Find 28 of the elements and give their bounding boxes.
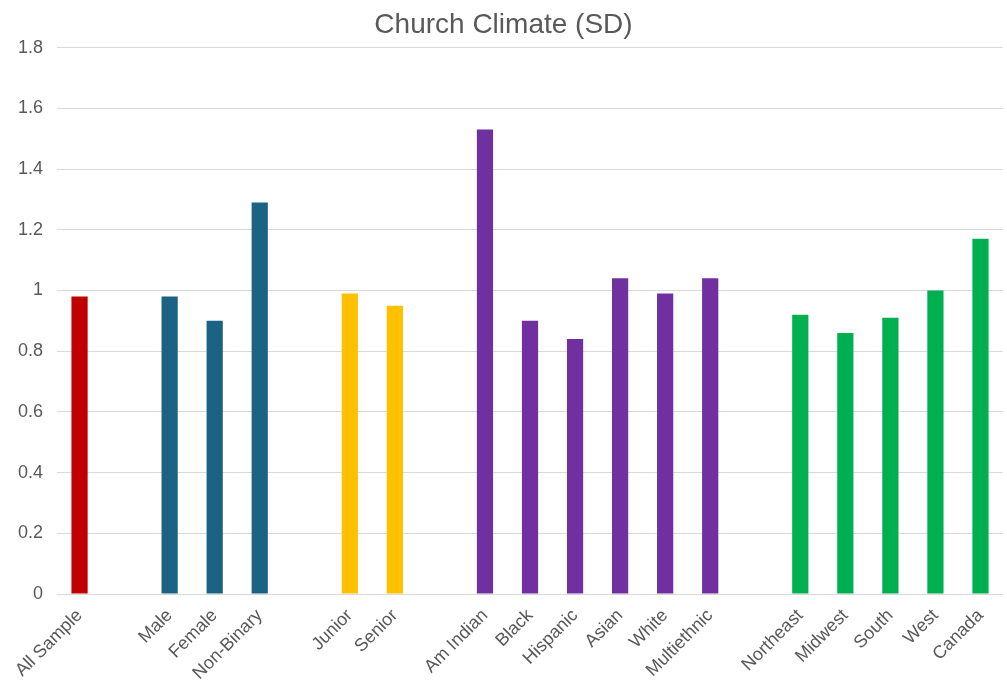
bar xyxy=(476,129,494,594)
bar xyxy=(972,238,989,594)
y-tick-label: 1.6 xyxy=(17,97,44,118)
bar xyxy=(792,314,809,594)
y-tick-label: 0.8 xyxy=(17,340,44,361)
y-tick-label: 1.8 xyxy=(17,36,44,57)
y-tick-label: 0.2 xyxy=(17,522,44,543)
y-tick-label: 1.4 xyxy=(17,158,44,178)
y-tick-label: 0 xyxy=(33,583,44,604)
chart-title: Church Climate (SD) xyxy=(374,7,633,39)
bar xyxy=(341,293,358,594)
bar xyxy=(71,296,88,594)
y-tick-label: 1.2 xyxy=(17,218,44,239)
bar xyxy=(837,332,854,594)
bar xyxy=(566,339,584,594)
bar xyxy=(702,278,719,594)
bar xyxy=(882,317,899,594)
bar xyxy=(927,290,944,594)
bar xyxy=(161,296,178,594)
y-tick-label: 1 xyxy=(33,279,44,300)
bar xyxy=(521,320,539,594)
bar xyxy=(206,320,223,594)
y-tick-label: 0.6 xyxy=(17,400,44,421)
y-tick-label: 0.4 xyxy=(17,461,44,482)
bar xyxy=(251,202,268,594)
bar xyxy=(612,278,629,594)
bar xyxy=(657,293,674,594)
bar xyxy=(386,305,403,594)
